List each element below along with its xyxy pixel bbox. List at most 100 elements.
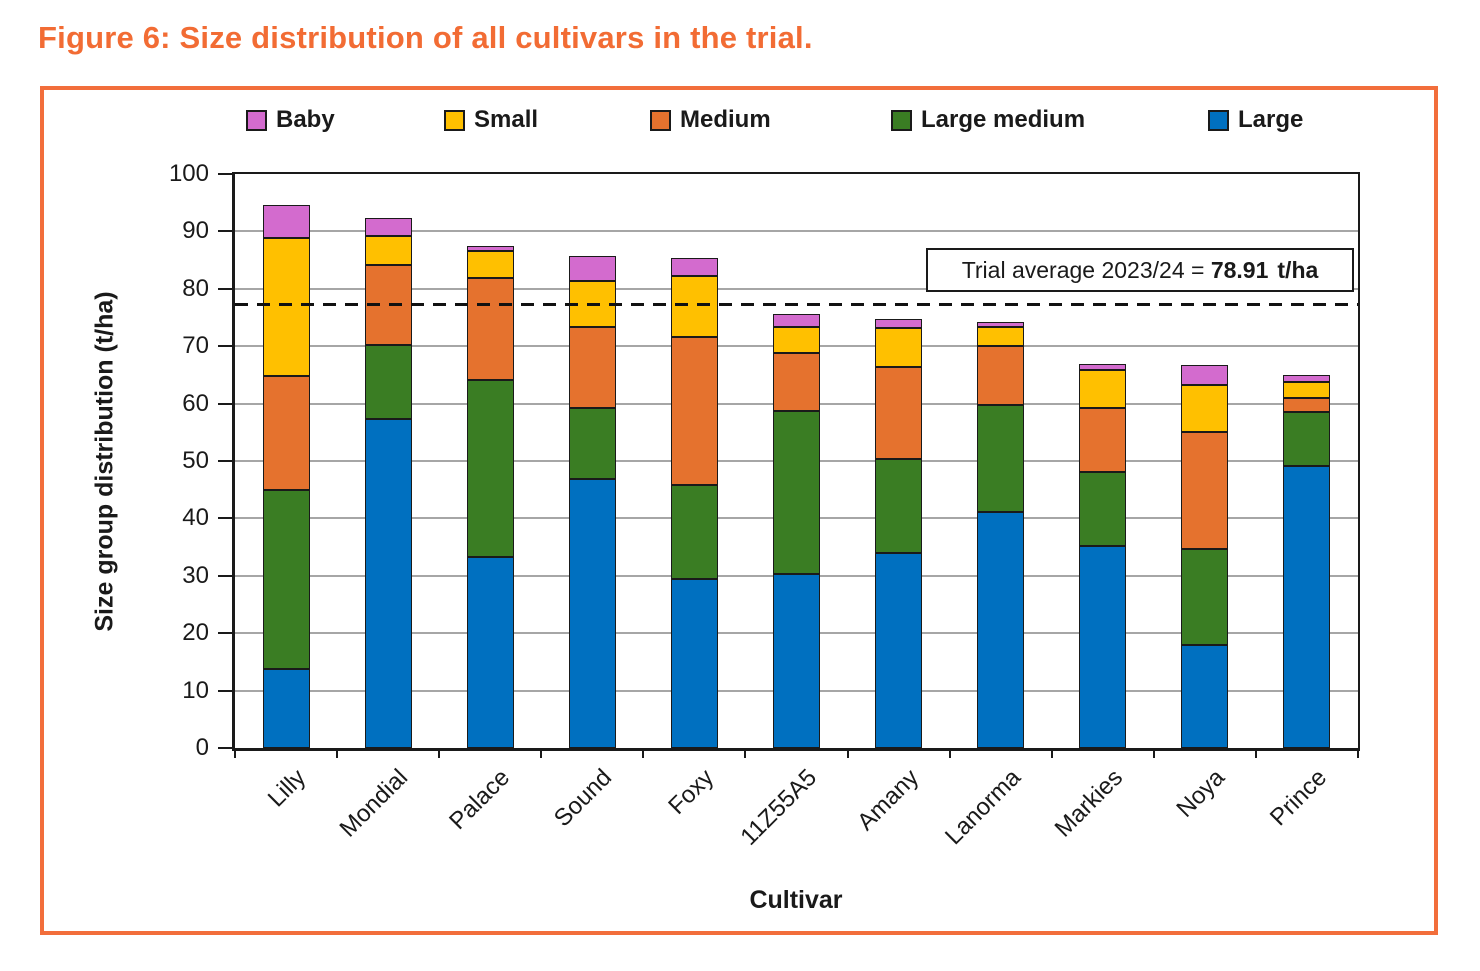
y-tick-label: 100 xyxy=(168,160,209,187)
bar-segment-Amany-baby xyxy=(875,319,923,328)
y-tick xyxy=(218,345,232,348)
x-tick xyxy=(948,748,951,758)
y-tick-label: 30 xyxy=(182,561,209,589)
x-tick xyxy=(1152,748,1155,758)
y-tick xyxy=(218,173,232,175)
bar-segment-Palace-small xyxy=(466,250,514,279)
bar-segment-Foxy-large-medium xyxy=(670,484,718,580)
legend-swatch-icon xyxy=(1208,109,1229,131)
bar-segment-Mondial-large xyxy=(364,418,412,748)
bar-segment-Noya-small xyxy=(1181,385,1229,433)
x-tick xyxy=(540,748,543,758)
y-tick xyxy=(218,689,232,692)
x-tick xyxy=(1254,748,1257,758)
bar-segment-Amany-large xyxy=(875,552,923,748)
legend-label: Large medium xyxy=(921,106,1086,133)
trial-average-text: Trial average 2023/24 = xyxy=(961,256,1211,283)
y-tick-label: 90 xyxy=(182,217,209,245)
bar-segment-11Z55A5-large xyxy=(773,574,820,748)
bar-segment-11Z55A5-medium xyxy=(773,353,820,412)
bar-segment-Mondial-large-medium xyxy=(364,345,412,419)
bar-segment-Lilly-baby xyxy=(262,205,310,239)
y-axis-title: Size group distribution (t/ha) xyxy=(90,291,119,632)
y-tick-label: 10 xyxy=(182,676,209,704)
y-tick xyxy=(218,230,232,233)
bar-segment-Lanorma-large xyxy=(977,511,1025,748)
legend-item-baby: Baby xyxy=(246,106,335,134)
bar-segment-Amany-small xyxy=(875,327,923,367)
bar-segment-Lanorma-medium xyxy=(977,345,1025,405)
y-tick xyxy=(218,747,232,749)
y-tick xyxy=(218,460,232,462)
bar-segment-Lanorma-small xyxy=(977,326,1025,346)
chart-legend: Baby Small Medium Large medium Large xyxy=(44,106,1434,140)
legend-item-medium: Medium xyxy=(650,106,771,134)
bar-segment-Sound-large xyxy=(568,478,616,748)
legend-label: Baby xyxy=(276,106,335,133)
legend-item-large: Large xyxy=(1208,106,1303,134)
bar-segment-Markies-small xyxy=(1079,369,1127,408)
bar-segment-Lanorma-large-medium xyxy=(977,404,1025,512)
x-tick xyxy=(1050,748,1053,758)
bar-segment-Mondial-small xyxy=(364,236,412,266)
trial-average-value: 78.91 xyxy=(1210,256,1269,283)
bar-segment-Foxy-baby xyxy=(670,258,718,276)
legend-item-small: Small xyxy=(444,106,538,134)
x-tick xyxy=(1357,748,1359,758)
bar-segment-Palace-baby xyxy=(466,246,514,251)
bar-segment-Prince-medium xyxy=(1283,397,1331,413)
bar-segment-Lilly-large xyxy=(262,668,310,748)
y-tick xyxy=(218,632,232,635)
bar-segment-Noya-medium xyxy=(1181,432,1229,549)
bar-segment-Noya-baby xyxy=(1181,365,1229,386)
x-tick xyxy=(846,748,849,758)
y-tick-label: 50 xyxy=(182,447,209,474)
gridline-90 xyxy=(235,230,1358,233)
bar-segment-Foxy-large xyxy=(670,579,718,748)
trial-average-unit: t/ha xyxy=(1277,256,1319,283)
trial-average-line xyxy=(235,302,1358,306)
bar-segment-Markies-large xyxy=(1079,545,1127,748)
x-tick xyxy=(744,748,747,758)
bar-segment-11Z55A5-small xyxy=(773,326,820,354)
x-tick xyxy=(336,748,339,758)
bar-segment-Foxy-medium xyxy=(670,337,718,485)
x-tick xyxy=(234,748,236,758)
y-tick xyxy=(218,402,232,405)
bar-segment-Foxy-small xyxy=(670,275,718,338)
y-tick xyxy=(218,574,232,577)
bar-segment-Prince-small xyxy=(1283,382,1331,398)
bar-segment-Prince-large xyxy=(1283,465,1331,748)
bar-segment-Markies-medium xyxy=(1079,407,1127,473)
bar-segment-Palace-large-medium xyxy=(466,379,514,558)
y-tick xyxy=(218,517,232,520)
legend-swatch-icon xyxy=(650,109,671,131)
bar-segment-Lanorma-baby xyxy=(977,321,1025,327)
bar-segment-Prince-large-medium xyxy=(1283,412,1331,466)
legend-label: Small xyxy=(474,106,539,133)
x-axis-title: Cultivar xyxy=(749,886,843,914)
bar-segment-Sound-large-medium xyxy=(568,407,616,479)
figure-title: Figure 6: Size distribution of all culti… xyxy=(38,20,813,55)
bar-segment-Lilly-medium xyxy=(262,376,310,490)
trial-average-annotation: Trial average 2023/24 = 78.91 t/ha xyxy=(926,248,1354,292)
bar-segment-Prince-baby xyxy=(1283,374,1331,383)
bar-segment-Markies-baby xyxy=(1079,364,1127,370)
y-tick-label: 80 xyxy=(182,274,209,302)
legend-swatch-icon xyxy=(891,109,912,131)
bar-segment-Markies-large-medium xyxy=(1079,472,1127,546)
y-tick-label: 0 xyxy=(195,734,209,761)
bar-segment-Amany-medium xyxy=(875,366,923,459)
bar-segment-Palace-large xyxy=(466,557,514,748)
legend-swatch-icon xyxy=(246,109,267,131)
bar-segment-Noya-large xyxy=(1181,644,1229,748)
legend-label: Medium xyxy=(680,106,771,133)
y-tick-label: 60 xyxy=(182,389,209,417)
bar-segment-Lilly-large-medium xyxy=(262,489,310,669)
legend-item-large-medium: Large medium xyxy=(891,106,1085,134)
y-tick-label: 20 xyxy=(182,619,209,647)
bar-segment-11Z55A5-baby xyxy=(773,314,820,327)
bar-segment-Amany-large-medium xyxy=(875,458,923,553)
x-tick xyxy=(438,748,441,758)
